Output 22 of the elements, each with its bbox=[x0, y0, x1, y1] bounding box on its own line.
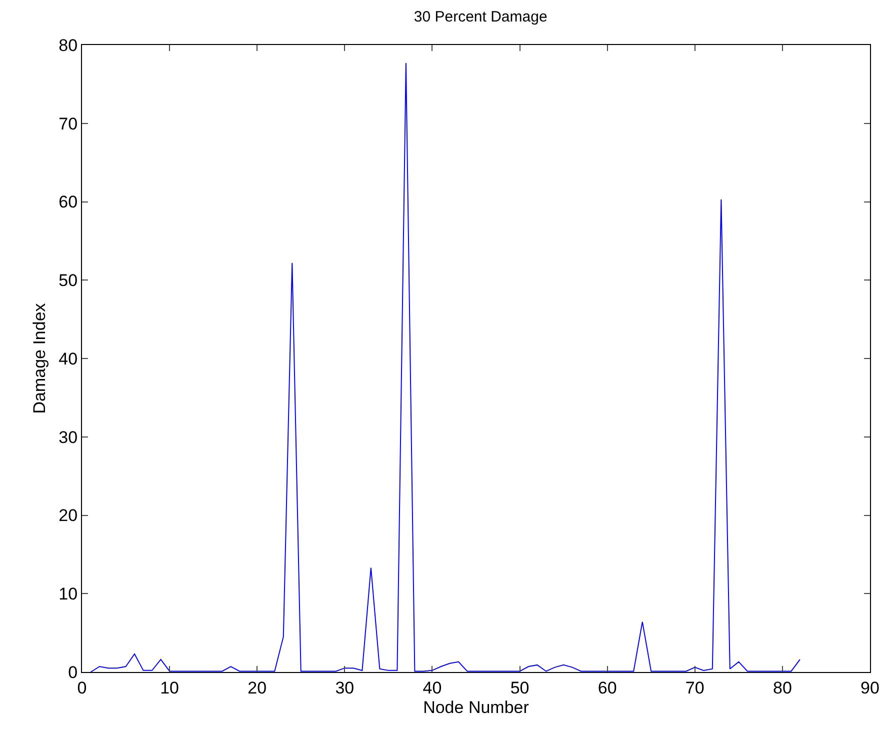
chart-title: 30 Percent Damage bbox=[414, 8, 548, 26]
y-tick-label: 60 bbox=[58, 192, 78, 212]
x-tick-label: 20 bbox=[248, 678, 267, 698]
y-tick-label: 10 bbox=[58, 584, 78, 604]
x-tick-label: 80 bbox=[772, 678, 792, 698]
x-tick-label: 10 bbox=[160, 678, 180, 698]
y-tick-label: 30 bbox=[58, 428, 78, 447]
y-axis-title: Damage Index bbox=[30, 302, 50, 414]
y-tick-label: 70 bbox=[58, 114, 78, 134]
x-tick-label: 40 bbox=[422, 678, 442, 698]
x-tick-label: 90 bbox=[860, 678, 880, 698]
y-tick-label: 50 bbox=[58, 271, 78, 290]
x-tick-label: 70 bbox=[685, 678, 704, 698]
x-axis-title: Node Number bbox=[423, 698, 530, 717]
x-tick-label: 50 bbox=[510, 678, 530, 698]
line-series bbox=[90, 62, 800, 672]
y-tick-label: 40 bbox=[58, 349, 78, 368]
y-tick-label: 80 bbox=[58, 36, 78, 55]
y-tick-label: 0 bbox=[68, 662, 78, 682]
y-tick-label: 20 bbox=[58, 506, 78, 526]
x-tick-label: 60 bbox=[598, 678, 617, 698]
x-tick-label: 30 bbox=[335, 678, 354, 698]
